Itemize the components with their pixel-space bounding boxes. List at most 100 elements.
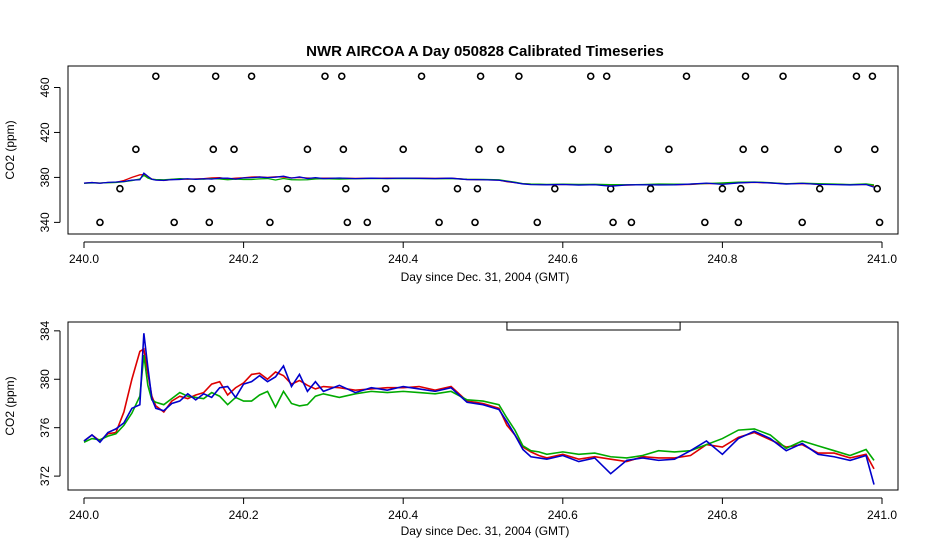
bottom-plot-frame <box>67 321 899 491</box>
calibration-point <box>205 218 214 227</box>
x-tick-label: 240.2 <box>229 508 259 522</box>
calibration-point <box>399 145 408 154</box>
calibration-point <box>665 145 673 154</box>
bottom-y-axis-label: CO2 (ppm) <box>3 376 17 435</box>
y-tick-label: 376 <box>38 417 52 437</box>
calibration-point <box>815 184 824 193</box>
calibration-point <box>473 184 482 193</box>
calibration-point <box>471 218 479 227</box>
bottom-bracket <box>506 322 681 331</box>
calibration-point <box>132 145 140 154</box>
bottom-x-axis-label: Day since Dec. 31, 2004 (GMT) <box>401 524 570 538</box>
x-tick-label: 241.0 <box>867 508 897 522</box>
series-line <box>83 347 875 470</box>
top-y-axis-label: CO2 (ppm) <box>3 120 17 179</box>
calibration-point <box>496 145 505 154</box>
calibration-point <box>760 145 769 154</box>
calibration-point <box>682 72 691 81</box>
calibration-point <box>211 72 220 81</box>
calibration-point <box>417 72 426 81</box>
calibration-point <box>871 145 879 154</box>
top-y-axis: 340 380 420 460 <box>38 77 61 232</box>
bottom-x-axis: 240.0 240.2 240.4 240.6 240.8 241.0 <box>69 497 897 522</box>
y-tick-label: 384 <box>38 321 52 341</box>
x-tick-label: 240.4 <box>388 508 418 522</box>
calibration-point <box>207 184 216 193</box>
x-tick-label: 241.0 <box>867 252 897 266</box>
calibration-point <box>586 72 595 81</box>
calibration-point <box>170 218 178 227</box>
calibration-point <box>435 218 443 227</box>
calibration-point <box>739 145 747 154</box>
calibration-point <box>779 72 787 81</box>
calibration-point <box>363 218 372 227</box>
calibration-point <box>736 184 745 193</box>
y-tick-label: 380 <box>38 369 52 389</box>
calibration-point <box>875 218 884 227</box>
calibration-point <box>321 72 329 81</box>
series-line <box>83 333 875 485</box>
x-tick-label: 240.6 <box>548 252 578 266</box>
bracket-marker <box>506 322 681 331</box>
top-x-axis: 240.0 240.2 240.4 240.6 240.8 241.0 <box>69 241 897 266</box>
y-tick-label: 372 <box>38 466 52 486</box>
calibration-point <box>741 72 750 81</box>
calibration-point <box>247 72 256 81</box>
calibration-point <box>266 218 274 227</box>
calibration-point <box>834 145 842 154</box>
calibration-point <box>283 184 292 193</box>
top-series-line <box>83 172 875 188</box>
calibration-point <box>868 72 877 81</box>
top-plot-frame <box>67 65 899 235</box>
top-series-group <box>83 172 875 188</box>
calibration-point <box>230 145 238 154</box>
y-tick-label: 420 <box>38 122 52 142</box>
calibration-point <box>475 145 483 154</box>
calibration-point <box>602 72 611 81</box>
x-tick-label: 240.8 <box>707 252 737 266</box>
calibration-point <box>718 184 727 193</box>
x-tick-label: 240.8 <box>707 508 737 522</box>
calibration-point <box>627 218 636 227</box>
calibration-point <box>187 184 196 193</box>
calibration-points <box>96 72 884 227</box>
calibration-point <box>341 184 350 193</box>
calibration-point <box>734 218 743 227</box>
calibration-point <box>568 145 577 154</box>
calibration-point <box>609 218 617 227</box>
calibration-point <box>116 184 124 193</box>
calibration-point <box>701 218 709 227</box>
calibration-point <box>209 145 218 154</box>
calibration-point <box>873 184 882 193</box>
calibration-point <box>453 184 462 193</box>
calibration-point <box>303 145 312 154</box>
y-tick-label: 460 <box>38 77 52 97</box>
bottom-series-group <box>83 333 875 485</box>
top-x-axis-label: Day since Dec. 31, 2004 (GMT) <box>401 270 570 284</box>
calibration-point <box>604 145 613 154</box>
calibration-point <box>343 218 352 227</box>
calibration-point <box>533 218 542 227</box>
calibration-point <box>152 72 160 81</box>
series-line <box>83 354 875 461</box>
calibration-point <box>515 72 523 81</box>
calibration-point <box>852 72 861 81</box>
calibration-point <box>339 145 348 154</box>
chart-title: NWR AIRCOA A Day 050828 Calibrated Times… <box>306 43 664 60</box>
x-tick-label: 240.4 <box>388 252 418 266</box>
calibration-point <box>381 184 390 193</box>
calibration-point <box>96 218 104 227</box>
calibration-point <box>646 184 655 193</box>
calibration-point <box>551 184 559 193</box>
calibration-point <box>798 218 807 227</box>
calibration-point <box>476 72 485 81</box>
calibration-point <box>337 72 346 81</box>
x-tick-label: 240.6 <box>548 508 578 522</box>
x-tick-label: 240.0 <box>69 252 99 266</box>
y-tick-label: 340 <box>38 212 52 232</box>
y-tick-label: 380 <box>38 167 52 187</box>
bottom-y-axis: 372 376 380 384 <box>38 321 61 486</box>
x-tick-label: 240.2 <box>229 252 259 266</box>
x-tick-label: 240.0 <box>69 508 99 522</box>
